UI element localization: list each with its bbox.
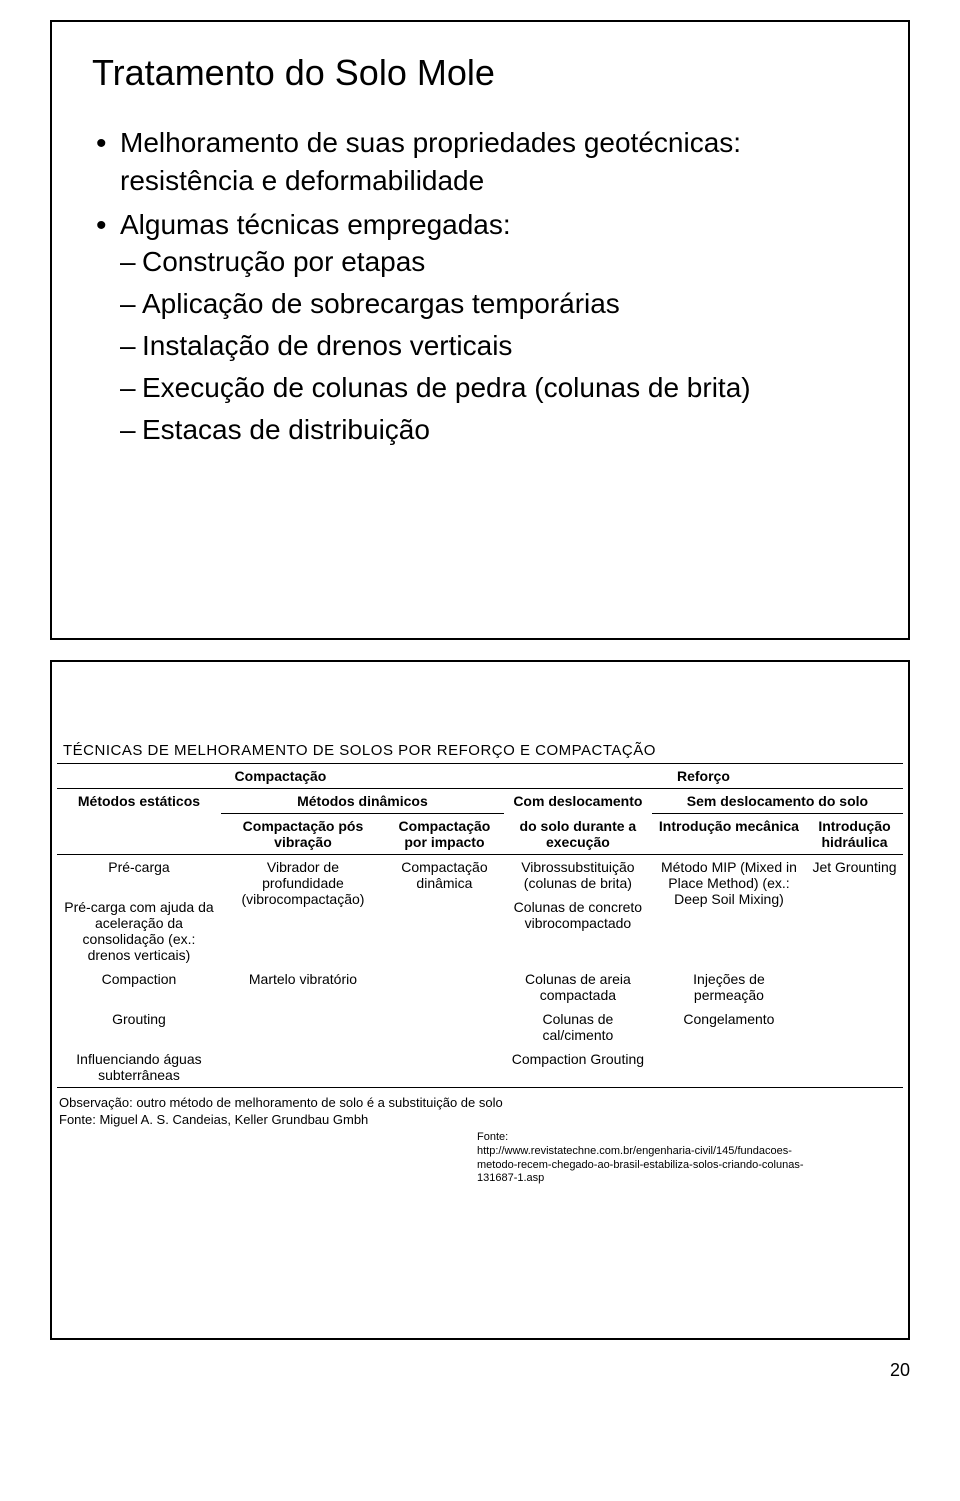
cell-grouting: Grouting <box>57 1007 221 1047</box>
cell-precarga-ajuda: Pré-carga com ajuda da aceleração da con… <box>57 895 221 967</box>
cell-vibrador: Vibrador de profundidade (vibrocompactaç… <box>221 855 385 968</box>
cell-injecoes: Injeções de permeação <box>652 967 806 1007</box>
cell-col-cal: Colunas de cal/cimento <box>504 1007 652 1047</box>
cell-congelamento: Congelamento <box>652 1007 806 1047</box>
sub-construcao: Construção por etapas <box>120 243 878 281</box>
hdr-durante: do solo durante a execução <box>504 814 652 855</box>
slide-1-title: Tratamento do Solo Mole <box>92 52 878 94</box>
fonte-url-block: Fonte: http://www.revistatechne.com.br/e… <box>477 1131 807 1186</box>
page-number: 20 <box>0 1360 910 1381</box>
hdr-estaticos: Métodos estáticos <box>57 789 221 855</box>
table-title: TÉCNICAS DE MELHORAMENTO DE SOLOS POR RE… <box>63 742 903 759</box>
hdr-mecanica: Introdução mecânica <box>652 814 806 855</box>
hdr-compactacao: Compactação <box>57 764 504 789</box>
techniques-table: Compactação Reforço Métodos estáticos Mé… <box>57 763 903 1089</box>
observacao: Observação: outro método de melhoramento… <box>59 1095 903 1110</box>
cell-compaction: Compaction <box>57 967 221 1007</box>
slide-2: TÉCNICAS DE MELHORAMENTO DE SOLOS POR RE… <box>50 660 910 1340</box>
cell-vibrossub: Vibrossubstituição (colunas de brita) <box>504 855 652 896</box>
cell-precarga: Pré-carga <box>57 855 221 896</box>
fonte-autor: Fonte: Miguel A. S. Candeias, Keller Gru… <box>59 1112 903 1127</box>
cell-aguas: Influenciando águas subterrâneas <box>57 1047 221 1088</box>
sub-colunas: Execução de colunas de pedra (colunas de… <box>120 369 878 407</box>
cell-col-areia: Colunas de areia compactada <box>504 967 652 1007</box>
cell-comp-dinamica: Compactação dinâmica <box>385 855 504 968</box>
hdr-sem-deslocamento: Sem deslocamento do solo <box>652 789 903 814</box>
cell-col-concreto: Colunas de concreto vibrocompactado <box>504 895 652 967</box>
sub-estacas: Estacas de distribuição <box>120 411 878 449</box>
hdr-hidraulica: Introdução hidráulica <box>806 814 903 855</box>
cell-jet: Jet Grounting <box>806 855 903 896</box>
fonte-label: Fonte: <box>477 1131 508 1143</box>
bullet-tecnicas-label: Algumas técnicas empregadas: <box>120 209 511 240</box>
cell-compaction-grouting: Compaction Grouting <box>504 1047 652 1088</box>
hdr-reforco: Reforço <box>504 764 903 789</box>
sub-drenos: Instalação de drenos verticais <box>120 327 878 365</box>
bullet-melhoramento: Melhoramento de suas propriedades geotéc… <box>92 124 878 200</box>
fonte-url: http://www.revistatechne.com.br/engenhar… <box>477 1145 803 1185</box>
hdr-deslocamento: Com deslocamento <box>504 789 652 814</box>
cell-martelo: Martelo vibratório <box>221 967 385 1007</box>
hdr-pos-vibracao: Compactação pós vibração <box>221 814 385 855</box>
cell-mip: Método MIP (Mixed in Place Method) (ex.:… <box>652 855 806 968</box>
hdr-dinamicos: Métodos dinâmicos <box>221 789 504 814</box>
slide-1-body: Melhoramento de suas propriedades geotéc… <box>92 124 878 448</box>
sub-sobrecargas: Aplicação de sobrecargas temporárias <box>120 285 878 323</box>
hdr-impacto: Compactação por impacto <box>385 814 504 855</box>
bullet-tecnicas: Algumas técnicas empregadas: Construção … <box>92 206 878 449</box>
slide-1: Tratamento do Solo Mole Melhoramento de … <box>50 20 910 640</box>
